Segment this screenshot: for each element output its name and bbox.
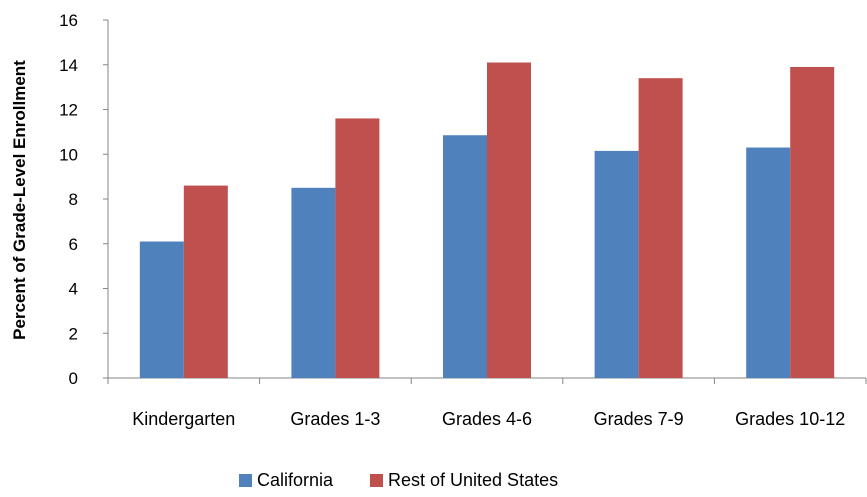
x-tick-label: Grades 7-9 <box>594 409 684 429</box>
x-axis: Kindergarten Grades 1-3 Grades 4-6 Grades 7… <box>107 377 867 429</box>
y-tick-label: 10 <box>59 145 78 164</box>
bar-california-3 <box>594 150 639 378</box>
y-tick-label: 16 <box>59 11 78 30</box>
y-tick-label: 4 <box>69 280 78 299</box>
y-axis-label: Percent of Grade-Level Enrollment <box>10 60 29 340</box>
x-tick-label: Grades 4-6 <box>442 409 532 429</box>
x-tick-label: Grades 1-3 <box>290 409 380 429</box>
y-axis: 0 2 4 6 8 10 12 14 16 <box>59 11 109 388</box>
bar-rest-of-united-states-2 <box>487 62 531 378</box>
y-tick-label: 2 <box>69 324 78 343</box>
bar-california-4 <box>746 147 791 378</box>
bar-california-2 <box>443 135 487 378</box>
legend-label: California <box>257 470 334 490</box>
bar-rest-of-united-states-1 <box>335 118 380 378</box>
bar-rest-of-united-states-0 <box>183 185 228 378</box>
bar-rest-of-united-states-3 <box>638 78 683 379</box>
y-tick-label: 12 <box>59 101 78 120</box>
x-tick-label: Grades 10-12 <box>735 409 845 429</box>
bar-rest-of-united-states-4 <box>790 66 835 379</box>
y-tick-label: 14 <box>59 56 78 75</box>
y-tick-label: 6 <box>69 235 78 254</box>
y-tick-label: 0 <box>69 369 78 388</box>
legend-swatch <box>239 474 252 487</box>
legend-swatch <box>370 474 383 487</box>
legend-label: Rest of United States <box>388 470 558 490</box>
y-tick-label: 8 <box>69 190 78 209</box>
legend: California Rest of United States <box>239 470 558 490</box>
bars <box>139 62 835 379</box>
bar-california-0 <box>139 241 184 378</box>
x-tick-label: Kindergarten <box>132 409 235 429</box>
bar-california-1 <box>291 187 336 378</box>
